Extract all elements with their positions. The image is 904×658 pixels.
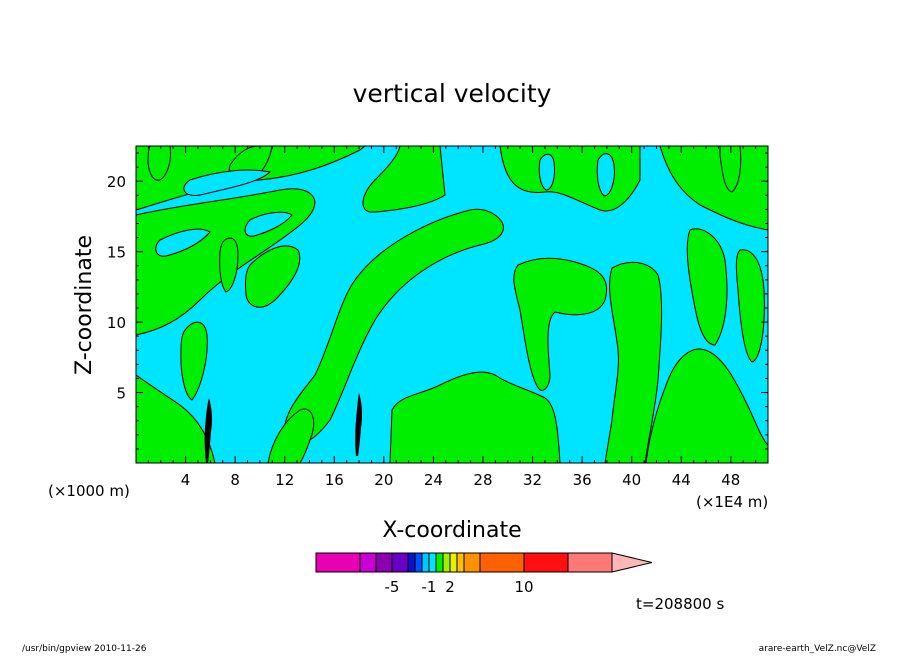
contour-positive-region — [136, 374, 216, 463]
footer-right: arare-earth_VelZ.nc@VelZ — [759, 644, 876, 654]
contour-positive-region — [604, 261, 663, 463]
contour-positive-region — [362, 146, 446, 213]
colorbar-segment — [449, 552, 458, 573]
colorbar-segment — [315, 552, 361, 573]
contour-extreme-core — [355, 393, 363, 456]
colorbar — [315, 552, 653, 573]
contour-fills — [136, 146, 768, 463]
contour-positive-region — [267, 408, 315, 463]
colorbar-tick-label: -1 — [422, 578, 437, 596]
x-tick-label: 12 — [275, 471, 294, 489]
colorbar-extension — [611, 552, 653, 573]
colorbar-segment — [435, 552, 444, 573]
y-tick-label: 15 — [107, 244, 126, 262]
colorbar-segment — [414, 552, 423, 573]
contour-positive-region — [686, 228, 728, 346]
contour-positive-region — [513, 257, 607, 391]
x-tick-label: 20 — [374, 471, 393, 489]
x-tick-label: 4 — [181, 471, 191, 489]
colorbar-segment — [359, 552, 377, 573]
contour-negative-streak — [155, 228, 211, 257]
y-tick-label: 5 — [116, 385, 126, 403]
colorbar-segment — [456, 552, 465, 573]
x-tick-label: 24 — [424, 471, 443, 489]
y-axis-label: Z-coordinate — [72, 235, 97, 375]
colorbar-segment — [407, 552, 416, 573]
chart-title: vertical velocity — [353, 79, 552, 108]
contour-negative-streak — [596, 153, 615, 197]
x-tick-label: 16 — [325, 471, 344, 489]
contour-positive-region — [245, 245, 301, 308]
colorbar-segment — [523, 552, 569, 573]
contour-positive-region — [659, 146, 768, 231]
colorbar-segment — [463, 552, 481, 573]
colorbar-tick-label: -5 — [385, 578, 400, 596]
contour-negative-streak — [538, 153, 555, 191]
contour-negative-streak — [244, 211, 293, 237]
x-tick-label: 48 — [721, 471, 740, 489]
x-tick-label: 44 — [672, 471, 691, 489]
colorbar-segment — [479, 552, 525, 573]
y-tick-label: 20 — [107, 173, 126, 191]
contour-extreme-core — [204, 398, 213, 463]
time-label: t=208800 s — [636, 595, 724, 613]
x-axis: 4 8 12 16 20 24 28 32 36 40 44 48 — [147, 146, 757, 489]
contour-positive-region — [719, 146, 742, 193]
contour-positive-region — [645, 348, 768, 463]
y-tick-label: 10 — [107, 314, 126, 332]
contour-positive-region — [147, 146, 171, 181]
x-axis-label: X-coordinate — [382, 518, 521, 543]
contour-positive-region — [219, 237, 239, 293]
x-tick-label: 28 — [473, 471, 492, 489]
x-unit-right: (×1E4 m) — [696, 493, 768, 511]
colorbar-segment — [421, 552, 430, 573]
colorbar-segment — [442, 552, 451, 573]
colorbar-tick-label: 2 — [445, 578, 455, 596]
x-tick-label: 40 — [622, 471, 641, 489]
contour-positive-region — [735, 249, 765, 363]
contour-positive-region — [180, 321, 208, 401]
colorbar-tick-label: 10 — [514, 578, 533, 596]
colorbar-segment — [375, 552, 393, 573]
contour-positive-region — [389, 371, 561, 463]
footer-left: /usr/bin/gpview 2010-11-26 — [22, 644, 147, 654]
colorbar-segment — [391, 552, 409, 573]
contour-negative-streak — [183, 169, 272, 197]
y-axis: 5 10 15 20 — [107, 152, 768, 450]
plot-frame — [135, 145, 769, 464]
x-tick-label: 32 — [523, 471, 542, 489]
x-tick-label: 36 — [573, 471, 592, 489]
colorbar-segment — [428, 552, 437, 573]
plot-area — [135, 145, 769, 464]
colorbar-segment — [567, 552, 613, 573]
colorbar-tick-labels: -5 -1 2 10 — [385, 578, 534, 596]
x-tick-label: 8 — [230, 471, 240, 489]
x-unit-left: (×1000 m) — [48, 482, 130, 500]
